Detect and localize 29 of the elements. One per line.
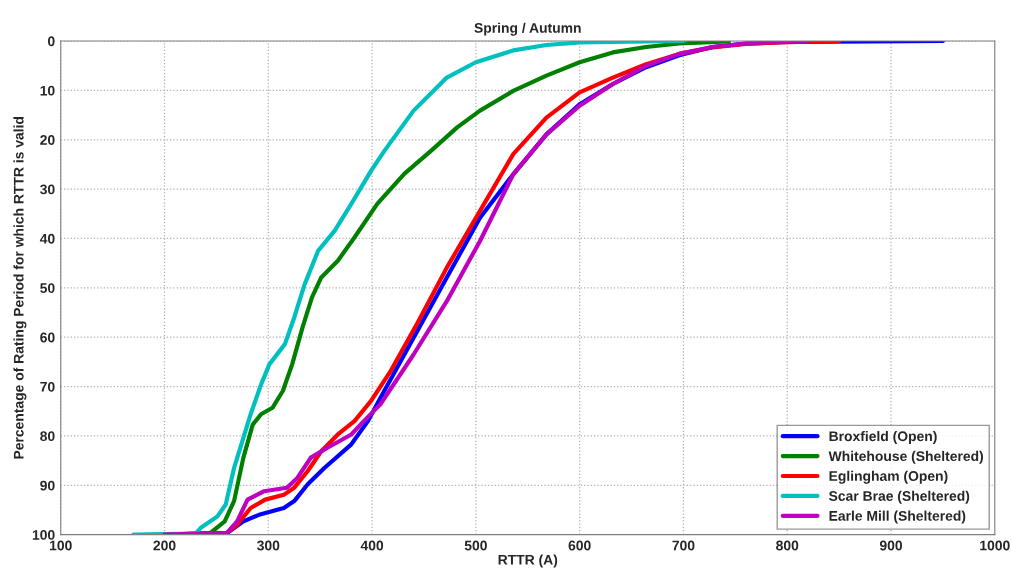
x-tick-label: 300 [257,540,280,551]
y-tick-label: 50 [40,283,55,294]
y-tick-label: 90 [40,480,55,491]
legend-label: Eglingham (Open) [829,470,948,484]
legend-label: Broxfield (Open) [829,430,937,444]
y-tick-label: 100 [32,529,55,540]
y-tick-label: 80 [40,431,55,442]
x-tick-label: 1000 [980,540,1010,551]
x-tick-label: 400 [360,540,384,551]
x-tick-label: 600 [568,540,591,551]
y-tick-label: 70 [40,381,55,392]
y-tick-label: 60 [40,332,55,343]
legend-label: Whitehouse (Sheltered) [828,450,983,464]
x-tick-label: 700 [672,540,695,551]
x-tick-label: 900 [879,540,903,551]
x-tick-label: 100 [50,540,72,551]
y-tick-label: 40 [39,233,55,244]
chart-title: Spring / Autumn [474,22,581,36]
x-tick-label: 500 [464,540,487,551]
legend-label: Earle Mill (Sheltered) [829,510,966,524]
y-tick-label: 10 [40,85,55,96]
y-axis-title: Percentage of Rating Period for which RTTR is valid [13,117,27,459]
x-tick-label: 800 [776,540,799,551]
y-tick-label: 20 [40,135,55,145]
legend-label: Scar Brae (Sheltered) [828,490,970,504]
y-tick-label: 30 [40,184,55,195]
y-tick-label: 0 [47,36,55,47]
x-tick-label: 200 [153,540,176,551]
x-axis-title: RTTR (A) [498,554,558,568]
